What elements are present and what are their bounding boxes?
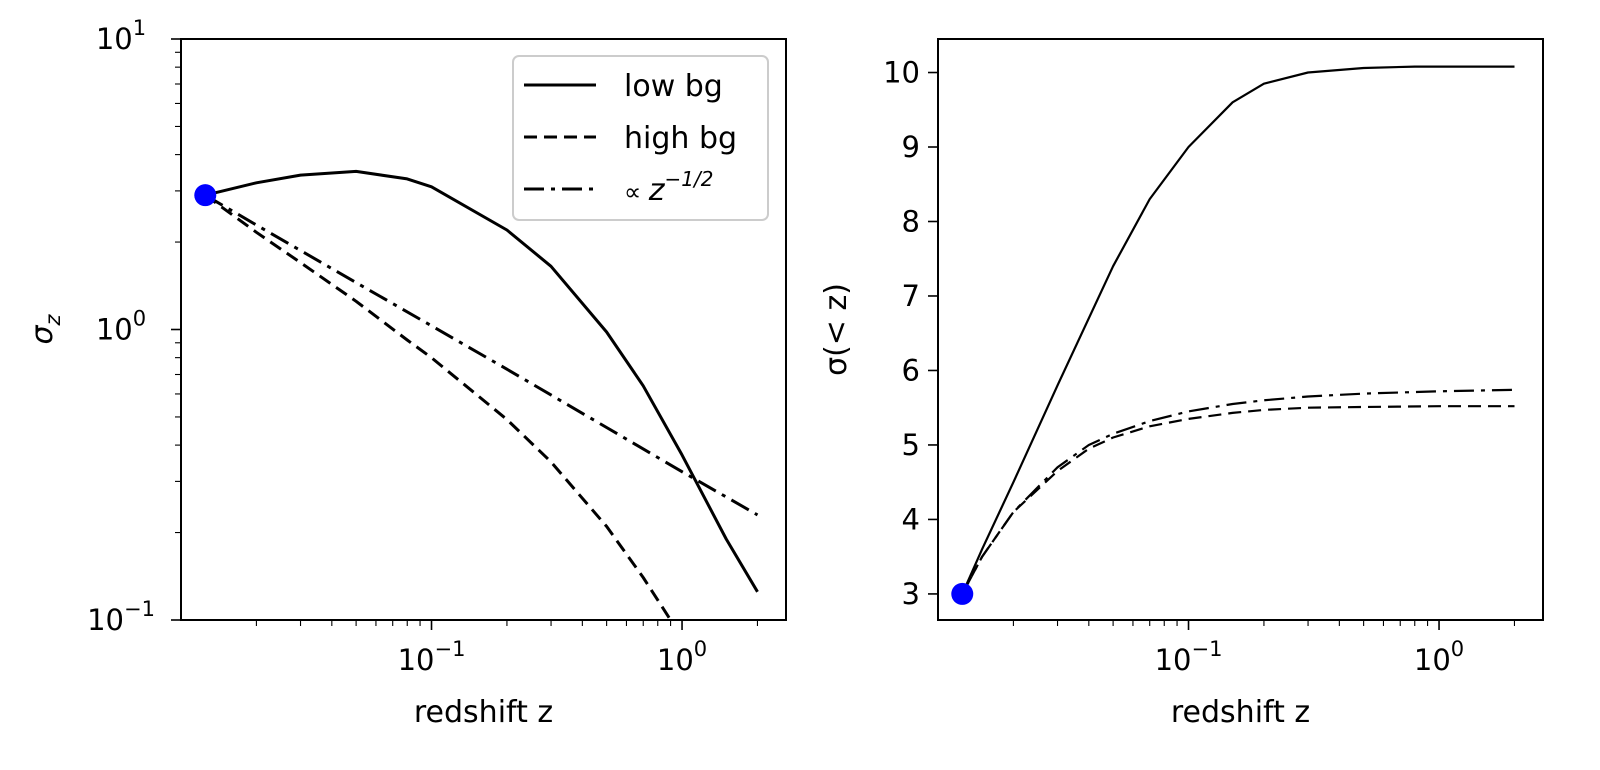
y-tick-exponent: −1 — [124, 597, 155, 621]
y-tick-label: 5 — [902, 428, 920, 462]
x-tick-label: 10−1 — [1155, 637, 1223, 677]
start-point-marker — [951, 582, 974, 605]
y-tick-exponent: 0 — [133, 307, 146, 331]
y-axis-title-symbol: σ — [25, 325, 60, 345]
y-tick-label: 7 — [902, 279, 920, 313]
series-group — [204, 169, 759, 620]
y-tick-base: 10 — [96, 22, 133, 56]
series-line-solid — [204, 169, 759, 593]
series-group — [961, 65, 1515, 595]
legend-variable: z — [648, 173, 666, 208]
x-tick-base: 10 — [657, 643, 694, 677]
y-tick-label: 10 — [883, 56, 920, 90]
y-tick-exponent: 1 — [133, 16, 146, 40]
series-line-dashed — [961, 405, 1515, 595]
axes-frame — [937, 38, 1544, 621]
x-tick-exponent: −1 — [434, 637, 465, 661]
y-axis-title: σ(< z) — [819, 283, 854, 376]
y-tick-label: 10−1 — [87, 597, 155, 637]
y-tick-label: 4 — [902, 502, 920, 536]
y-tick-label: 3 — [902, 577, 920, 611]
y-axis-title-subscript: z — [41, 314, 65, 327]
y-tick-label: 101 — [96, 16, 146, 56]
legend-label: low bg — [624, 69, 723, 104]
x-tick-exponent: −1 — [1191, 637, 1222, 661]
y-axis-title: σz — [25, 314, 65, 345]
x-tick-label: 100 — [657, 637, 707, 677]
x-tick-exponent: 0 — [694, 637, 707, 661]
x-tick-label: 10−1 — [398, 637, 466, 677]
x-axis-title: redshift z — [414, 695, 553, 730]
y-tick-label: 6 — [902, 353, 920, 387]
series-line-solid — [961, 65, 1515, 595]
x-tick-base: 10 — [398, 643, 435, 677]
x-tick-base: 10 — [1155, 643, 1192, 677]
x-tick-label: 100 — [1414, 637, 1464, 677]
start-point-marker — [194, 184, 217, 207]
legend-box — [512, 55, 769, 221]
legend-exponent: −1/2 — [665, 167, 714, 191]
series-line-dashdot — [961, 388, 1515, 595]
y-tick-label: 100 — [96, 307, 146, 347]
legend-label: high bg — [624, 121, 737, 156]
series-line-dashed — [204, 193, 672, 620]
legend-prefix: ∝ — [624, 178, 649, 206]
axes-frame — [180, 38, 787, 621]
x-axis-title: redshift z — [1171, 695, 1310, 730]
legend-label: ∝ z−1/2 — [624, 167, 713, 208]
x-tick-base: 10 — [1414, 643, 1451, 677]
y-tick-label: 8 — [902, 204, 920, 238]
legend: low bg high bg ∝ z−1/2 — [512, 55, 769, 221]
y-tick-base: 10 — [96, 313, 133, 347]
y-tick-label: 9 — [902, 130, 920, 164]
y-tick-base: 10 — [87, 603, 124, 637]
x-tick-exponent: 0 — [1451, 637, 1464, 661]
series-line-dashdot — [204, 193, 759, 517]
